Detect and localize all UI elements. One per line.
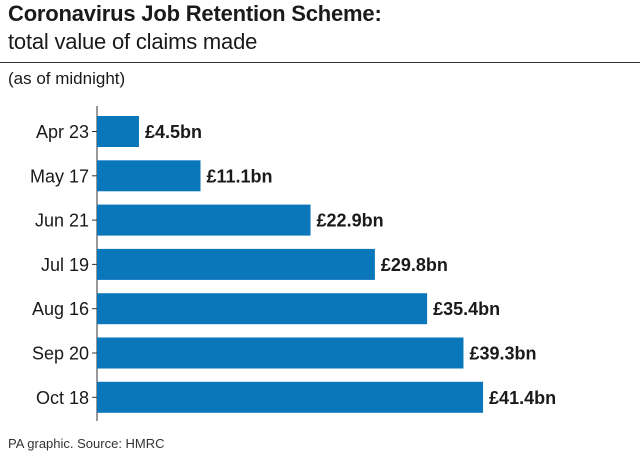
bar: [97, 116, 139, 147]
bar: [97, 293, 428, 325]
category-label: Jun 21: [35, 211, 89, 231]
chart-note: (as of midnight): [8, 69, 126, 88]
value-label: £22.9bn: [317, 211, 384, 231]
source-credit: PA graphic. Source: HMRC: [8, 436, 165, 451]
header-divider: [0, 62, 640, 63]
chart-title: Coronavirus Job Retention Scheme:: [8, 1, 382, 26]
bar: [97, 381, 484, 413]
value-label: £11.1bn: [207, 166, 273, 186]
bar: [97, 204, 311, 236]
value-label: £29.8bn: [381, 255, 448, 275]
category-label: Aug 16: [32, 299, 89, 319]
value-label: £4.5bn: [145, 122, 202, 142]
category-label: Apr 23: [36, 122, 89, 142]
bar: [97, 337, 464, 369]
category-label: Sep 20: [32, 344, 89, 364]
category-label: Oct 18: [36, 388, 89, 408]
category-label: Jul 19: [41, 255, 89, 275]
value-label: £39.3bn: [469, 344, 536, 364]
value-label: £35.4bn: [433, 299, 500, 319]
chart-subtitle: total value of claims made: [8, 29, 258, 54]
bar: [97, 160, 201, 192]
category-label: May 17: [30, 166, 89, 186]
bar: [97, 248, 375, 280]
value-label: £41.4bn: [489, 388, 556, 408]
